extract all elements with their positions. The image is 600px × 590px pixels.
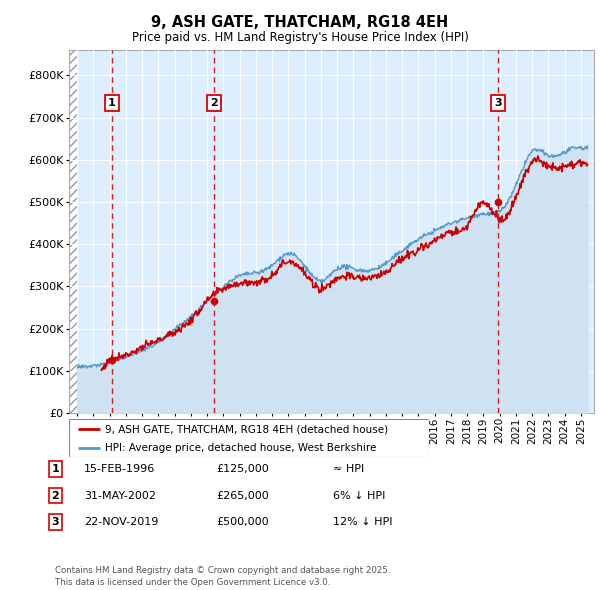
Text: HPI: Average price, detached house, West Berkshire: HPI: Average price, detached house, West… bbox=[105, 442, 376, 453]
Text: £500,000: £500,000 bbox=[216, 517, 269, 527]
Text: 9, ASH GATE, THATCHAM, RG18 4EH: 9, ASH GATE, THATCHAM, RG18 4EH bbox=[151, 15, 449, 30]
Text: 12% ↓ HPI: 12% ↓ HPI bbox=[333, 517, 392, 527]
Text: £265,000: £265,000 bbox=[216, 491, 269, 500]
Text: 3: 3 bbox=[494, 98, 502, 108]
Text: 1: 1 bbox=[108, 98, 115, 108]
Text: 2: 2 bbox=[52, 491, 59, 500]
Text: Contains HM Land Registry data © Crown copyright and database right 2025.
This d: Contains HM Land Registry data © Crown c… bbox=[55, 566, 391, 587]
Text: £125,000: £125,000 bbox=[216, 464, 269, 474]
Text: ≈ HPI: ≈ HPI bbox=[333, 464, 364, 474]
Text: 6% ↓ HPI: 6% ↓ HPI bbox=[333, 491, 385, 500]
Text: 1: 1 bbox=[52, 464, 59, 474]
Text: 9, ASH GATE, THATCHAM, RG18 4EH (detached house): 9, ASH GATE, THATCHAM, RG18 4EH (detache… bbox=[105, 424, 388, 434]
Text: 3: 3 bbox=[52, 517, 59, 527]
Text: Price paid vs. HM Land Registry's House Price Index (HPI): Price paid vs. HM Land Registry's House … bbox=[131, 31, 469, 44]
Bar bbox=[69, 50, 77, 413]
Text: 15-FEB-1996: 15-FEB-1996 bbox=[84, 464, 155, 474]
Text: 31-MAY-2002: 31-MAY-2002 bbox=[84, 491, 156, 500]
Text: 22-NOV-2019: 22-NOV-2019 bbox=[84, 517, 158, 527]
Text: 2: 2 bbox=[210, 98, 218, 108]
